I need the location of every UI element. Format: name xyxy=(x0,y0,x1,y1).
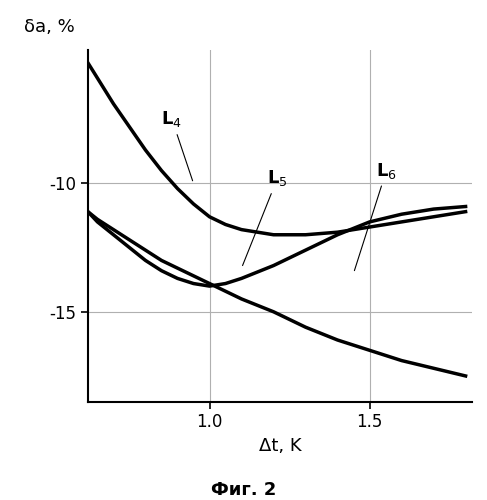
Text: Фиг. 2: Фиг. 2 xyxy=(211,481,276,499)
Text: L$_4$: L$_4$ xyxy=(162,109,193,181)
X-axis label: Δt, K: Δt, K xyxy=(259,437,301,455)
Y-axis label: δa, %: δa, % xyxy=(24,18,75,36)
Text: L$_5$: L$_5$ xyxy=(243,168,288,266)
Text: L$_6$: L$_6$ xyxy=(355,160,397,270)
